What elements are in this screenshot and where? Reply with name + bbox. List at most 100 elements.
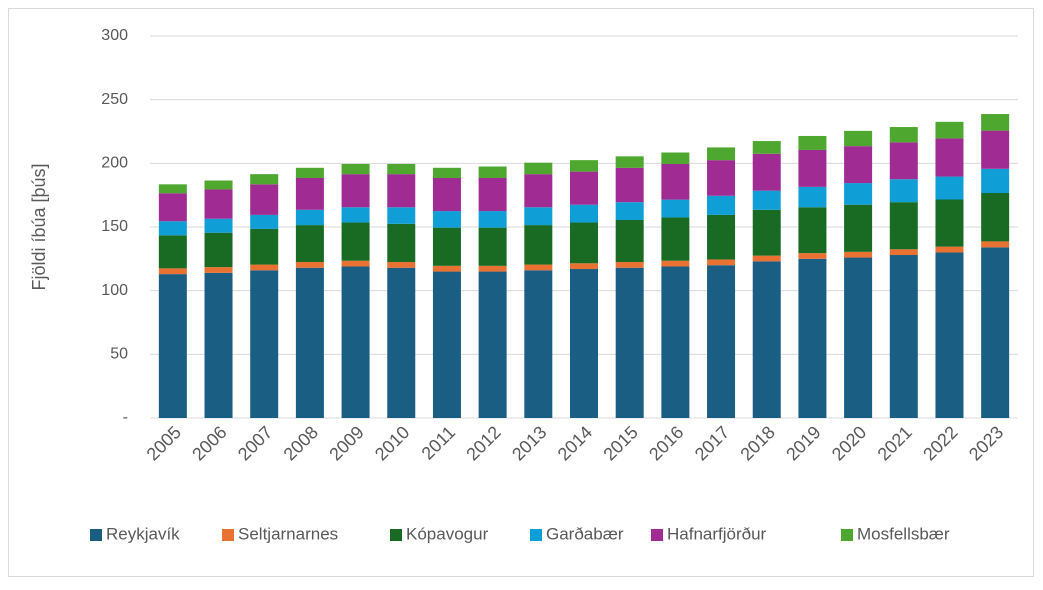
bar-segment bbox=[615, 267, 644, 418]
bar-segment bbox=[798, 207, 827, 254]
bar-segment bbox=[752, 141, 781, 154]
legend-swatch bbox=[390, 529, 402, 541]
legend-label: Mosfellsbær bbox=[857, 524, 950, 543]
bar-segment bbox=[798, 186, 827, 208]
bar-segment bbox=[935, 138, 964, 177]
y-tick-label: 200 bbox=[101, 155, 128, 172]
bar-segment bbox=[981, 168, 1010, 194]
bar-segment bbox=[432, 167, 461, 178]
bar-segment bbox=[798, 149, 827, 187]
bar-segment bbox=[432, 271, 461, 418]
bar-segment bbox=[478, 271, 507, 418]
bar-segment bbox=[798, 258, 827, 418]
bar-segment bbox=[615, 156, 644, 168]
bar-segment bbox=[889, 127, 918, 143]
bar-segment bbox=[752, 153, 781, 191]
y-tick-label: 300 bbox=[101, 27, 128, 44]
bar-segment bbox=[524, 162, 553, 175]
bar-segment bbox=[661, 217, 690, 261]
bar-segment bbox=[707, 195, 736, 215]
bar-segment bbox=[158, 274, 187, 418]
bar-segment bbox=[524, 225, 553, 265]
bar-segment bbox=[752, 209, 781, 256]
bar-segment bbox=[204, 267, 233, 273]
bar-segment bbox=[981, 193, 1010, 242]
bar-segment bbox=[889, 202, 918, 250]
bar-segment bbox=[158, 235, 187, 269]
bar-segment bbox=[158, 268, 187, 275]
bar-segment bbox=[432, 177, 461, 212]
bar-segment bbox=[981, 241, 1010, 248]
legend-label: Seltjarnarnes bbox=[238, 524, 338, 543]
bar-segment bbox=[570, 269, 598, 418]
bar-segment bbox=[981, 114, 1010, 131]
bar-segment bbox=[615, 219, 644, 263]
bar-segment bbox=[661, 266, 690, 418]
bar-segment bbox=[387, 267, 416, 418]
legend-label: Garðabær bbox=[546, 524, 624, 543]
bar-segment bbox=[341, 174, 370, 208]
legend-swatch bbox=[530, 529, 542, 541]
bar-segment bbox=[844, 251, 873, 258]
bar-segment bbox=[524, 207, 553, 226]
y-tick-label: - bbox=[123, 409, 128, 426]
bar-segment bbox=[341, 222, 370, 261]
bar-segment bbox=[204, 189, 233, 219]
y-tick-label: 50 bbox=[110, 346, 128, 363]
bar-segment bbox=[707, 214, 736, 260]
legend-label: Kópavogur bbox=[406, 524, 489, 543]
bar-segment bbox=[295, 167, 324, 178]
bar-segment bbox=[478, 265, 507, 272]
bar-segment bbox=[295, 177, 324, 210]
bar-segment bbox=[387, 174, 416, 208]
bar-segment bbox=[387, 262, 416, 268]
bar-segment bbox=[341, 260, 370, 267]
bar-segment bbox=[341, 266, 370, 418]
bar-segment bbox=[935, 121, 964, 139]
bar-segment bbox=[615, 262, 644, 268]
bar-segment bbox=[250, 174, 279, 185]
bar-segment bbox=[935, 199, 964, 247]
bar-segment bbox=[158, 193, 187, 222]
bar-segment bbox=[204, 272, 233, 418]
bar-segment bbox=[707, 265, 736, 418]
bar-segment bbox=[204, 180, 233, 190]
bar-segment bbox=[935, 176, 964, 200]
bar-segment bbox=[570, 171, 598, 205]
bar-segment bbox=[889, 249, 918, 256]
bar-segment bbox=[387, 163, 416, 175]
legend-swatch bbox=[651, 529, 663, 541]
bar-segment bbox=[295, 262, 324, 268]
y-tick-label: 150 bbox=[101, 218, 128, 235]
bar-segment bbox=[661, 260, 690, 267]
bar-segment bbox=[341, 163, 370, 175]
bar-segment bbox=[844, 257, 873, 418]
y-tick-label: 100 bbox=[101, 282, 128, 299]
bar-segment bbox=[981, 247, 1010, 418]
legend-label: Reykjavík bbox=[106, 524, 180, 543]
legend-swatch bbox=[222, 529, 234, 541]
bar-segment bbox=[981, 130, 1010, 169]
bar-segment bbox=[250, 270, 279, 418]
bar-segment bbox=[158, 221, 187, 236]
bar-segment bbox=[889, 142, 918, 180]
bar-segment bbox=[661, 152, 690, 164]
bar-segment bbox=[615, 167, 644, 203]
bar-segment bbox=[295, 267, 324, 418]
bar-segment bbox=[844, 183, 873, 205]
legend-swatch bbox=[90, 529, 102, 541]
bar-segment bbox=[707, 259, 736, 266]
bar-segment bbox=[204, 232, 233, 268]
bar-segment bbox=[889, 179, 918, 203]
bar-segment bbox=[570, 263, 598, 270]
bar-segment bbox=[250, 228, 279, 265]
bar-segment bbox=[570, 222, 598, 264]
bar-segment bbox=[798, 253, 827, 259]
y-tick-label: 250 bbox=[101, 91, 128, 108]
bar-segment bbox=[478, 227, 507, 266]
legend-label: Hafnarfjörður bbox=[667, 524, 767, 543]
bar-segment bbox=[798, 135, 827, 150]
bar-segment bbox=[250, 214, 279, 229]
bar-segment bbox=[387, 223, 416, 263]
bar-segment bbox=[158, 184, 187, 194]
